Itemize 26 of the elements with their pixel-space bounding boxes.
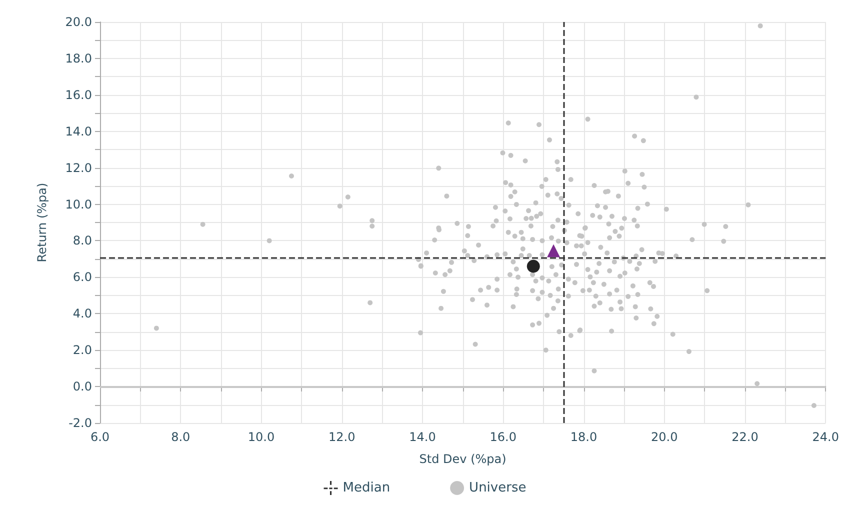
y-tick-label: 10.0 [65, 197, 92, 212]
y-tick-label: 2.0 [72, 343, 92, 358]
y-axis-title: Return (%pa) [35, 182, 49, 262]
x-tick-label: 20.0 [651, 430, 678, 444]
x-tick-label: 12.0 [328, 430, 356, 444]
x-tick-label: 6.0 [90, 430, 110, 444]
y-tick-label: 4.0 [72, 306, 92, 321]
y-tick-label: 20.0 [65, 15, 92, 29]
x-tick-label: 24.0 [812, 430, 839, 444]
y-tick-label: 12.0 [65, 160, 92, 175]
legend-label: Median [342, 480, 390, 496]
x-tick-label: 8.0 [171, 430, 190, 444]
y-tick-label: 0.0 [72, 380, 92, 394]
x-tick-label: 18.0 [570, 430, 598, 444]
x-tick-label: 14.0 [409, 430, 436, 444]
y-tick-label: -2.0 [68, 416, 92, 430]
x-tick-label: 10.0 [248, 430, 275, 444]
y-tick-label: 6.0 [72, 270, 92, 284]
x-tick-label: 16.0 [490, 430, 516, 444]
y-tick-label: 18.0 [65, 51, 92, 66]
legend-label: Universe [469, 480, 526, 496]
y-tick-label: 14.0 [65, 124, 92, 138]
x-tick-label: 22.0 [732, 430, 758, 444]
y-tick-label: 16.0 [65, 88, 92, 102]
x-axis-title: Std Dev (%pa) [419, 452, 506, 466]
y-tick-label: 8.0 [72, 234, 92, 248]
